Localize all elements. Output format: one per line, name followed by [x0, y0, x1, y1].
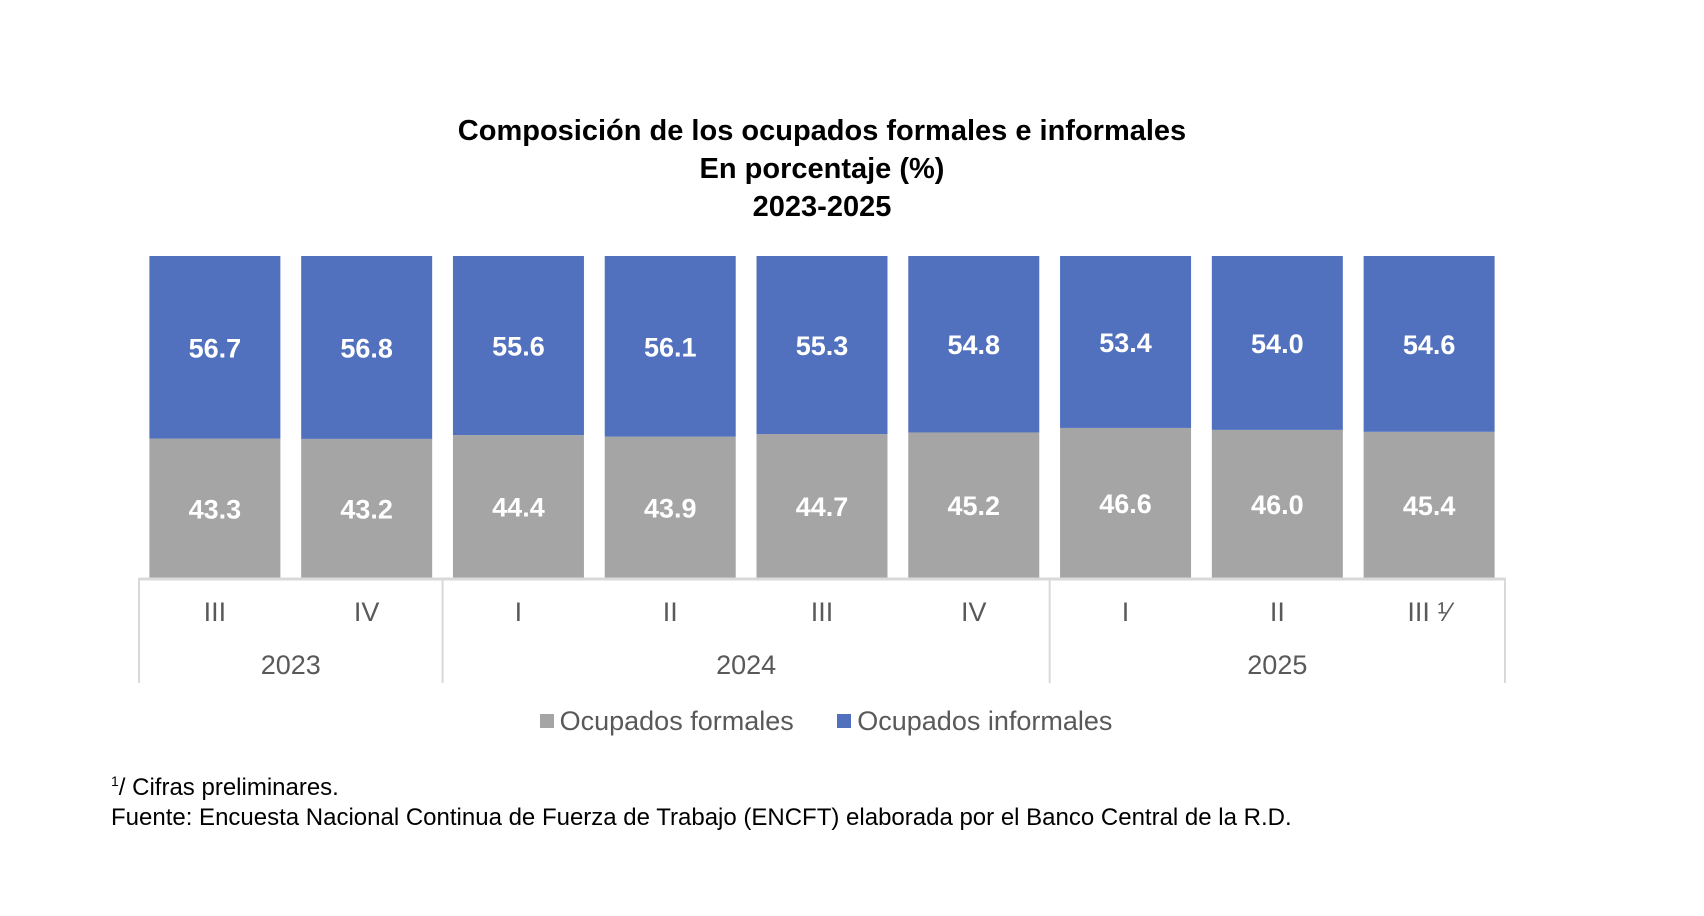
bar-informales-3 — [604, 256, 736, 437]
chart-title: Composición de los ocupados formales e i… — [457, 115, 1187, 147]
bar-informales-6 — [1060, 256, 1192, 428]
legend-item-formales: Ocupados formales — [539, 705, 794, 737]
note-marker: 1 — [111, 773, 119, 789]
bar-formales-5 — [908, 432, 1040, 578]
bar-informales-2 — [452, 256, 584, 436]
data-label-formales-7: 46.0 — [1251, 490, 1304, 520]
stacked-bar-chart: 43.356.7III43.256.8IV44.455.6I43.956.1II… — [138, 256, 1506, 683]
data-label-informales-1: 56.8 — [340, 333, 393, 363]
data-label-formales-8: 45.4 — [1403, 491, 1456, 521]
data-label-informales-8: 54.6 — [1403, 330, 1456, 360]
bar-informales-5 — [908, 256, 1040, 433]
bar-informales-8 — [1363, 256, 1495, 432]
bar-formales-3 — [604, 436, 736, 578]
data-label-informales-0: 56.7 — [189, 333, 242, 363]
bar-formales-8 — [1363, 431, 1495, 578]
x-tick-label-0: III — [204, 597, 227, 627]
bar-formales-7 — [1211, 429, 1343, 578]
x-tick-label-2: I — [515, 597, 523, 627]
data-label-formales-4: 44.7 — [796, 492, 849, 522]
data-label-informales-7: 54.0 — [1251, 329, 1304, 359]
legend-swatch-formales — [539, 714, 554, 728]
bar-formales-1 — [301, 438, 433, 578]
x-group-label-2023: 2023 — [261, 650, 321, 680]
legend-label-informales: Ocupados informales — [857, 705, 1113, 736]
x-tick-label-5: IV — [961, 597, 987, 627]
data-label-formales-5: 45.2 — [947, 491, 1000, 521]
data-label-formales-6: 46.6 — [1099, 489, 1152, 519]
legend-item-informales: Ocupados informales — [837, 706, 1112, 737]
x-group-label-2025: 2025 — [1247, 650, 1307, 680]
preliminary-note: 1/ Cifras preliminares. — [111, 766, 1292, 803]
legend-swatch-informales — [837, 714, 852, 728]
x-group-label-2024: 2024 — [716, 650, 776, 680]
bar-formales-6 — [1060, 427, 1192, 578]
chart-title-block: Composición de los ocupados formales e i… — [0, 112, 1644, 226]
x-tick-label-4: III — [811, 597, 834, 627]
bar-informales-0 — [149, 256, 281, 439]
bar-informales-1 — [301, 256, 433, 439]
footnotes: 1/ Cifras preliminares. Fuente: Encuesta… — [111, 766, 1292, 833]
legend: Ocupados formales Ocupados informales — [0, 704, 1652, 737]
bar-formales-0 — [149, 438, 281, 578]
data-label-formales-3: 43.9 — [644, 493, 697, 523]
note-text: / Cifras preliminares. — [118, 774, 339, 801]
source-note: Fuente: Encuesta Nacional Continua de Fu… — [111, 804, 1292, 831]
bar-formales-4 — [756, 434, 888, 578]
data-label-informales-2: 55.6 — [492, 332, 545, 362]
chart-period: 2023-2025 — [752, 191, 892, 223]
data-label-formales-0: 43.3 — [189, 494, 242, 524]
x-tick-label-8: III ¹⁄ — [1407, 597, 1455, 627]
x-tick-label-1: IV — [354, 597, 380, 627]
data-label-informales-4: 55.3 — [796, 331, 849, 361]
x-tick-label-3: II — [663, 597, 678, 627]
data-label-informales-6: 53.4 — [1099, 328, 1152, 358]
data-label-formales-1: 43.2 — [340, 494, 393, 524]
bar-informales-4 — [756, 256, 888, 435]
bar-informales-7 — [1211, 256, 1343, 430]
x-tick-label-6: I — [1122, 597, 1130, 627]
data-label-formales-2: 44.4 — [492, 493, 545, 523]
bar-formales-2 — [452, 435, 584, 578]
x-tick-label-7: II — [1270, 597, 1285, 627]
data-label-informales-3: 56.1 — [644, 332, 697, 362]
chart-subtitle: En porcentaje (%) — [699, 153, 945, 185]
legend-label-formales: Ocupados formales — [559, 705, 794, 736]
data-label-informales-5: 54.8 — [947, 330, 1000, 360]
